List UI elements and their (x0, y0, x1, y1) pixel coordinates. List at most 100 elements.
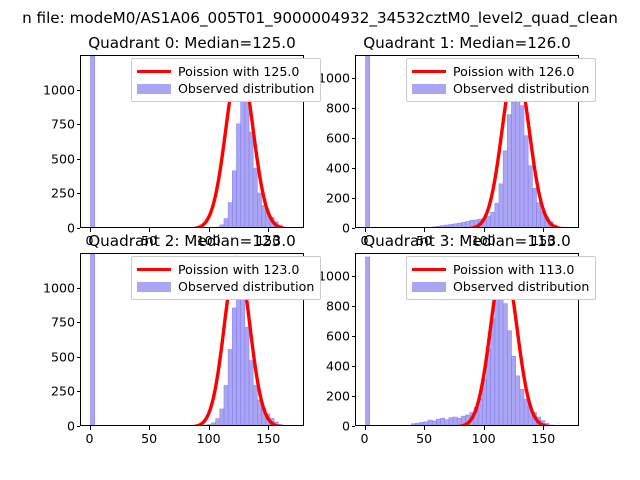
legend-entry: Observed distribution (137, 80, 314, 97)
y-tick-label: 0 (66, 418, 75, 434)
x-tick-label: 150 (531, 233, 556, 248)
y-tick-label: 250 (50, 185, 75, 201)
y-tick-label: 1000 (42, 280, 75, 296)
observed-histogram-bars (90, 254, 283, 425)
y-tick-label: 400 (325, 160, 350, 176)
x-tick-label: 0 (85, 431, 94, 446)
subplot-quadrant-1: Quadrant 1: Median=126.0 0 200 400 600 800 10… (318, 34, 597, 248)
y-tick-label: 0 (341, 220, 350, 236)
legend-entry: Observed distribution (412, 80, 589, 97)
x-tick-label: 50 (141, 233, 158, 248)
x-tick-mark (149, 228, 151, 232)
histogram-canvas-2 (90, 254, 283, 425)
x-tick-mark (208, 228, 210, 232)
poisson-fit-curve (457, 259, 551, 425)
y-tick-mark (76, 356, 80, 358)
legend-2[interactable]: Poission with 123.0 Observed distribution (131, 256, 322, 300)
legend-3[interactable]: Poission with 113.0 Observed distribution (406, 256, 597, 300)
y-tick-label: 750 (50, 116, 75, 132)
y-tick-mark (351, 275, 355, 277)
legend-entry: Observed distribution (137, 278, 314, 295)
poisson-fit-curve (191, 59, 287, 227)
x-tick-mark (268, 426, 270, 430)
x-tick-mark (89, 228, 91, 232)
legend-0[interactable]: Poission with 125.0 Observed distribution (131, 58, 322, 102)
subplot-title-quadrant-2: Quadrant 2: Median=123.0 (88, 232, 296, 250)
x-tick-mark (424, 228, 426, 232)
legend-entry: Poission with 126.0 (412, 63, 589, 80)
legend-line-swatch-icon (137, 65, 171, 79)
y-tick-label: 250 (50, 383, 75, 399)
y-tick-label: 750 (50, 314, 75, 330)
y-tick-mark (351, 228, 355, 230)
histogram-canvas-1 (365, 56, 564, 227)
legend-label: Observed distribution (453, 81, 590, 96)
y-tick-mark (76, 193, 80, 195)
histogram-canvas-0 (90, 56, 287, 227)
y-tick-label: 1000 (317, 70, 350, 86)
legend-line-swatch-icon (137, 263, 171, 277)
x-tick-label: 0 (360, 233, 369, 248)
y-tick-label: 200 (325, 190, 350, 206)
figure-suptitle-text: n file: modeM0/AS1A06_005T01_9000004932_… (22, 9, 618, 27)
x-tick-mark (424, 426, 426, 430)
x-tick-mark (149, 426, 151, 430)
x-tick-mark (543, 228, 545, 232)
x-tick-label: 150 (531, 431, 556, 446)
figure-suptitle: n file: modeM0/AS1A06_005T01_9000004932_… (0, 7, 640, 29)
y-tick-mark (76, 158, 80, 160)
legend-label: Poission with 123.0 (178, 262, 300, 277)
x-tick-mark (208, 426, 210, 430)
legend-label: Poission with 126.0 (453, 64, 575, 79)
y-tick-mark (351, 426, 355, 428)
y-tick-mark (76, 287, 80, 289)
y-tick-label: 1000 (317, 268, 350, 284)
observed-histogram-bars (365, 56, 562, 227)
x-tick-label: 150 (256, 431, 281, 446)
y-tick-mark (351, 137, 355, 139)
legend-patch-swatch-icon (137, 280, 171, 294)
x-tick-mark (483, 228, 485, 232)
legend-entry: Poission with 125.0 (137, 63, 314, 80)
x-tick-mark (364, 228, 366, 232)
subplot-title-quadrant-1: Quadrant 1: Median=126.0 (363, 34, 571, 52)
y-tick-mark (351, 365, 355, 367)
x-tick-label: 150 (256, 233, 281, 248)
x-tick-label: 100 (196, 431, 221, 446)
legend-entry: Poission with 113.0 (412, 261, 589, 278)
legend-1[interactable]: Poission with 126.0 Observed distribution (406, 58, 597, 102)
y-tick-mark (351, 197, 355, 199)
legend-label: Observed distribution (453, 279, 590, 294)
y-tick-mark (351, 167, 355, 169)
y-tick-mark (351, 305, 355, 307)
legend-label: Poission with 125.0 (178, 64, 300, 79)
y-tick-mark (76, 124, 80, 126)
y-tick-label: 0 (341, 418, 350, 434)
x-tick-label: 100 (471, 431, 496, 446)
legend-patch-swatch-icon (137, 82, 171, 96)
x-tick-label: 50 (416, 233, 433, 248)
x-tick-label: 100 (196, 233, 221, 248)
legend-line-swatch-icon (412, 263, 446, 277)
subplot-title-quadrant-3: Quadrant 3: Median=113.0 (363, 232, 571, 250)
legend-label: Observed distribution (178, 279, 315, 294)
x-tick-mark (89, 426, 91, 430)
subplot-quadrant-3: Quadrant 3: Median=113.0 0 200 400 600 800 10… (318, 232, 597, 446)
x-tick-label: 100 (471, 233, 496, 248)
subplot-title-quadrant-0: Quadrant 0: Median=125.0 (88, 34, 296, 52)
y-tick-label: 1000 (42, 82, 75, 98)
poisson-fit-curve (192, 255, 283, 425)
legend-line-swatch-icon (412, 65, 446, 79)
x-tick-label: 50 (141, 431, 158, 446)
y-tick-mark (351, 107, 355, 109)
y-tick-label: 500 (50, 349, 75, 365)
legend-label: Observed distribution (178, 81, 315, 96)
x-tick-mark (483, 426, 485, 430)
x-tick-label: 0 (360, 431, 369, 446)
poisson-fit-curve (468, 61, 564, 227)
y-tick-label: 500 (50, 151, 75, 167)
y-tick-mark (76, 89, 80, 91)
x-tick-label: 50 (416, 431, 433, 446)
y-tick-label: 800 (325, 100, 350, 116)
